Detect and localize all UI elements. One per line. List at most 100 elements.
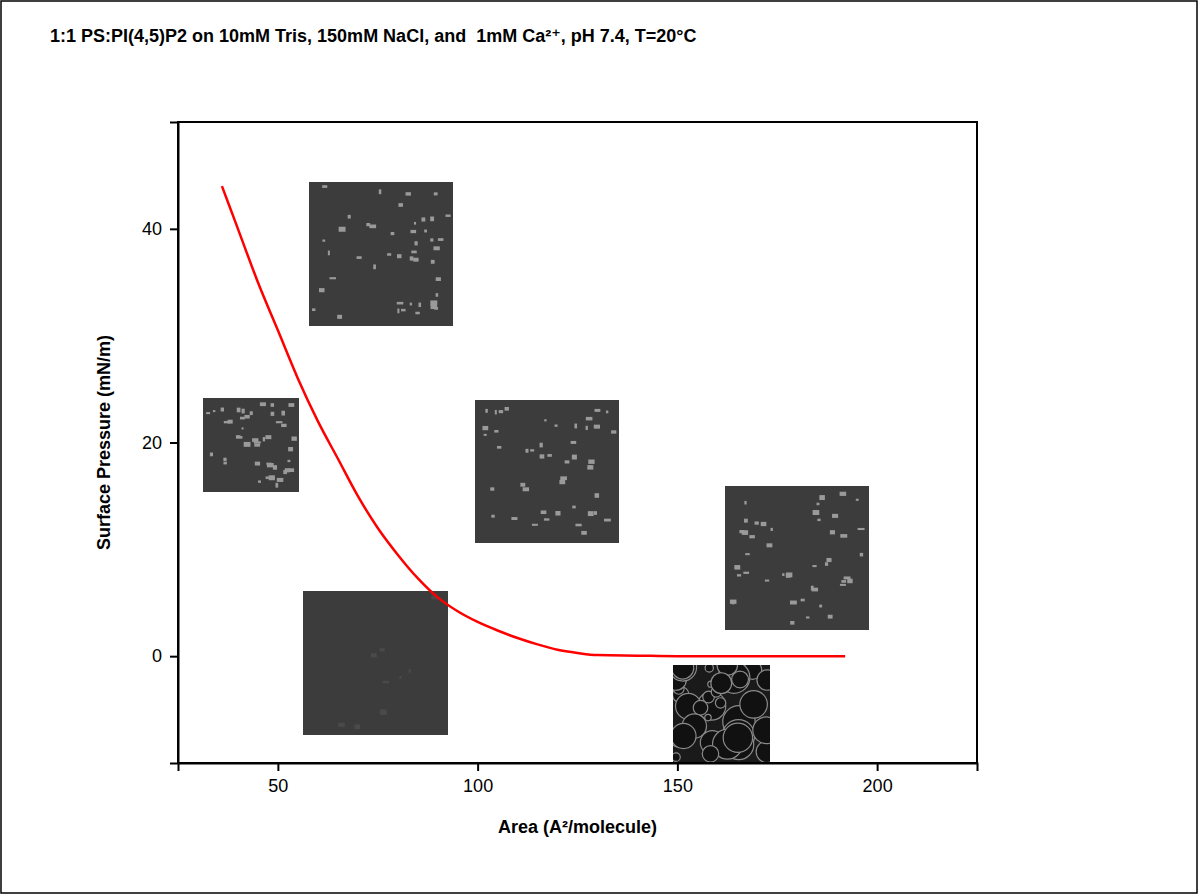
micrograph-bg — [725, 486, 869, 630]
domain-speck — [523, 487, 529, 491]
domain-speck — [328, 251, 330, 256]
domain-speck — [828, 615, 833, 619]
domain-speck — [540, 454, 545, 458]
domain-speck — [588, 511, 594, 516]
domain-speck — [275, 483, 278, 488]
domain-speck — [373, 264, 376, 269]
domain-speck — [431, 260, 435, 264]
domain-speck — [410, 256, 414, 260]
bubbles — [673, 665, 770, 763]
domain-speck — [572, 506, 575, 509]
x-axis-line — [179, 764, 978, 772]
domain-speck — [399, 676, 401, 679]
domain-speck — [734, 565, 740, 570]
x-tick-mark — [477, 763, 479, 771]
domain-speck — [485, 409, 487, 413]
domain-speck — [482, 426, 488, 430]
domain-speck — [840, 534, 847, 538]
y-tick: 0 — [152, 646, 178, 666]
domain-speck — [771, 528, 773, 531]
bubble — [757, 670, 770, 690]
bubble — [756, 741, 770, 763]
domain-speck — [830, 530, 835, 534]
domain-speck — [371, 653, 377, 657]
bubble — [753, 717, 770, 744]
bubble — [732, 671, 749, 688]
domain-speck — [587, 465, 593, 469]
domain-speck — [391, 232, 395, 235]
x-tick: 100 — [463, 763, 493, 796]
domain-speck — [817, 519, 820, 521]
bubble — [723, 723, 752, 752]
domain-speck — [380, 709, 387, 714]
domain-speck — [430, 238, 433, 241]
domain-speck — [575, 524, 581, 527]
micrograph-bg — [203, 398, 299, 492]
domain-speck — [445, 214, 450, 216]
x-tick-label: 200 — [863, 776, 893, 796]
domain-speck — [380, 648, 385, 651]
x-tick: 200 — [863, 763, 893, 796]
domain-speck — [786, 572, 792, 577]
domain-speck — [258, 480, 261, 482]
domain-speck — [544, 419, 546, 421]
domain-speck — [411, 251, 416, 254]
domain-speck — [559, 480, 565, 484]
domain-speck — [555, 511, 560, 516]
domain-speck — [520, 483, 525, 487]
domain-speck — [414, 222, 416, 225]
domain-speck — [547, 454, 551, 457]
domain-speck — [434, 192, 438, 195]
x-tick-label: 150 — [663, 776, 693, 796]
micrograph — [203, 398, 299, 492]
domain-speck — [287, 460, 290, 462]
domain-speck — [421, 217, 425, 221]
domain-speck — [414, 241, 417, 245]
domain-speck — [383, 681, 389, 684]
domain-speck — [819, 605, 822, 608]
domain-speck — [819, 495, 825, 500]
x-tick: 50 — [268, 763, 288, 796]
domain-speck — [817, 503, 820, 506]
domain-speck — [571, 441, 577, 444]
domain-speck — [322, 240, 325, 242]
domain-speck — [418, 303, 421, 307]
domain-speck — [410, 303, 412, 306]
insets — [203, 182, 869, 763]
domain-speck — [494, 430, 498, 433]
domain-speck — [801, 599, 805, 602]
domain-speck — [354, 724, 360, 729]
y-axis-title: Surface Pressure (mN/m) — [94, 335, 114, 550]
domain-speck — [595, 409, 601, 412]
domain-speck — [288, 447, 293, 451]
domain-speck — [825, 562, 828, 566]
domain-speck — [271, 403, 274, 407]
domain-speck — [730, 600, 737, 604]
domain-speck — [739, 530, 744, 533]
domain-speck — [312, 308, 315, 311]
domain-speck — [242, 427, 244, 429]
domain-speck — [330, 277, 336, 279]
domain-speck — [337, 315, 342, 319]
domain-speck — [749, 535, 754, 538]
domain-speck — [271, 412, 275, 416]
domain-speck — [595, 493, 599, 498]
domain-speck — [438, 238, 444, 241]
domain-speck — [413, 258, 418, 262]
domain-speck — [565, 460, 570, 463]
micrograph-bg — [309, 182, 453, 326]
domain-speck — [491, 515, 494, 518]
domain-speck — [858, 528, 865, 530]
domain-speck — [288, 403, 294, 407]
domain-speck — [266, 463, 271, 465]
domain-speck — [401, 309, 406, 311]
micrograph — [475, 400, 619, 543]
domain-speck — [436, 293, 439, 297]
domain-speck — [269, 475, 275, 480]
y-tick-label: 40 — [142, 219, 162, 239]
domain-speck — [544, 518, 549, 520]
y-tick: 20 — [142, 433, 178, 453]
bubble — [702, 746, 718, 762]
domain-speck — [856, 499, 859, 501]
micrograph — [725, 486, 869, 630]
